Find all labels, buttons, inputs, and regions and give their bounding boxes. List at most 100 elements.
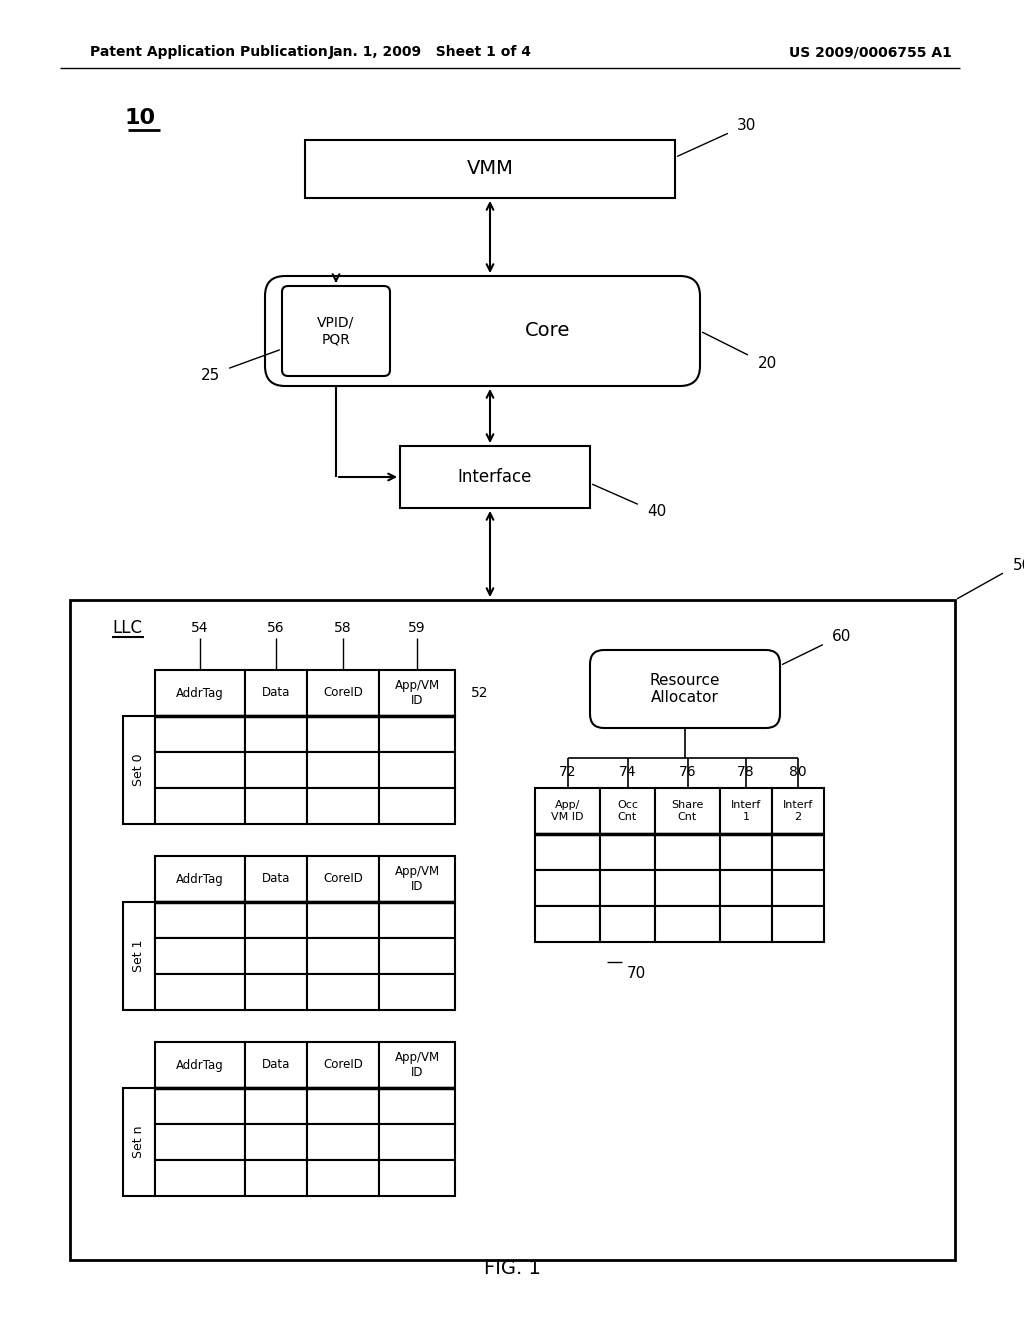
- Text: Jan. 1, 2009   Sheet 1 of 4: Jan. 1, 2009 Sheet 1 of 4: [329, 45, 531, 59]
- Bar: [123, 902, 155, 1010]
- Text: 74: 74: [618, 766, 636, 779]
- Bar: [155, 671, 245, 715]
- Text: AddrTag: AddrTag: [176, 686, 224, 700]
- Text: 56: 56: [267, 620, 285, 635]
- Bar: [245, 671, 307, 715]
- Bar: [307, 855, 379, 902]
- Bar: [245, 788, 307, 824]
- Bar: [307, 1125, 379, 1160]
- Text: AddrTag: AddrTag: [176, 1059, 224, 1072]
- Text: Set 0: Set 0: [132, 754, 145, 787]
- Bar: [155, 715, 245, 752]
- Bar: [307, 974, 379, 1010]
- Bar: [379, 671, 455, 715]
- Text: 20: 20: [758, 355, 777, 371]
- Bar: [379, 939, 455, 974]
- Bar: [123, 1088, 155, 1196]
- Bar: [772, 906, 824, 942]
- Text: 50: 50: [1013, 558, 1024, 573]
- Bar: [535, 906, 600, 942]
- Bar: [379, 855, 455, 902]
- Text: Share
Cnt: Share Cnt: [672, 800, 703, 822]
- FancyBboxPatch shape: [282, 286, 390, 376]
- Text: US 2009/0006755 A1: US 2009/0006755 A1: [788, 45, 951, 59]
- Text: VPID/
PQR: VPID/ PQR: [317, 315, 354, 346]
- Text: 70: 70: [627, 966, 646, 982]
- Bar: [600, 906, 655, 942]
- Bar: [307, 715, 379, 752]
- Bar: [307, 1041, 379, 1088]
- Text: 54: 54: [191, 620, 209, 635]
- Text: Patent Application Publication: Patent Application Publication: [90, 45, 328, 59]
- Text: App/VM
ID: App/VM ID: [394, 865, 439, 894]
- Text: Occ
Cnt: Occ Cnt: [617, 800, 638, 822]
- Bar: [655, 870, 720, 906]
- Text: 59: 59: [409, 620, 426, 635]
- Bar: [655, 906, 720, 942]
- Text: 76: 76: [679, 766, 696, 779]
- Bar: [155, 855, 245, 902]
- Text: CoreID: CoreID: [323, 873, 362, 886]
- Bar: [535, 834, 600, 870]
- Text: 40: 40: [647, 504, 667, 519]
- Bar: [379, 902, 455, 939]
- Text: Resource
Allocator: Resource Allocator: [650, 673, 720, 705]
- Text: Data: Data: [262, 686, 290, 700]
- Text: Data: Data: [262, 1059, 290, 1072]
- Bar: [245, 1041, 307, 1088]
- Text: 80: 80: [790, 766, 807, 779]
- Bar: [600, 834, 655, 870]
- Bar: [305, 140, 675, 198]
- FancyBboxPatch shape: [265, 276, 700, 385]
- Bar: [245, 752, 307, 788]
- Text: Interface: Interface: [458, 469, 532, 486]
- Text: VMM: VMM: [467, 160, 513, 178]
- Bar: [720, 788, 772, 834]
- Bar: [155, 1125, 245, 1160]
- Text: 25: 25: [201, 367, 220, 383]
- Bar: [720, 870, 772, 906]
- Bar: [155, 1041, 245, 1088]
- Text: App/
VM ID: App/ VM ID: [551, 800, 584, 822]
- Text: 52: 52: [471, 686, 488, 700]
- Bar: [772, 834, 824, 870]
- Bar: [245, 855, 307, 902]
- Bar: [70, 601, 955, 1261]
- FancyBboxPatch shape: [590, 649, 780, 729]
- Bar: [123, 715, 155, 824]
- Bar: [400, 446, 590, 508]
- Text: 60: 60: [831, 630, 851, 644]
- Bar: [307, 788, 379, 824]
- Bar: [600, 788, 655, 834]
- Bar: [379, 1041, 455, 1088]
- Bar: [772, 788, 824, 834]
- Bar: [307, 752, 379, 788]
- Bar: [307, 1088, 379, 1125]
- Text: Set 1: Set 1: [132, 940, 145, 973]
- Bar: [245, 902, 307, 939]
- Bar: [155, 974, 245, 1010]
- Bar: [720, 906, 772, 942]
- Bar: [155, 1160, 245, 1196]
- Text: App/VM
ID: App/VM ID: [394, 1051, 439, 1078]
- Text: Core: Core: [525, 322, 570, 341]
- Bar: [155, 788, 245, 824]
- Bar: [535, 788, 600, 834]
- Bar: [379, 752, 455, 788]
- Text: 10: 10: [125, 108, 156, 128]
- Text: Data: Data: [262, 873, 290, 886]
- Bar: [155, 902, 245, 939]
- Bar: [307, 939, 379, 974]
- Bar: [245, 1125, 307, 1160]
- Bar: [307, 902, 379, 939]
- Text: CoreID: CoreID: [323, 686, 362, 700]
- Bar: [600, 870, 655, 906]
- Bar: [655, 834, 720, 870]
- Bar: [379, 1125, 455, 1160]
- Bar: [245, 1160, 307, 1196]
- Bar: [772, 870, 824, 906]
- Bar: [655, 788, 720, 834]
- Bar: [155, 1088, 245, 1125]
- Text: App/VM
ID: App/VM ID: [394, 678, 439, 708]
- Text: CoreID: CoreID: [323, 1059, 362, 1072]
